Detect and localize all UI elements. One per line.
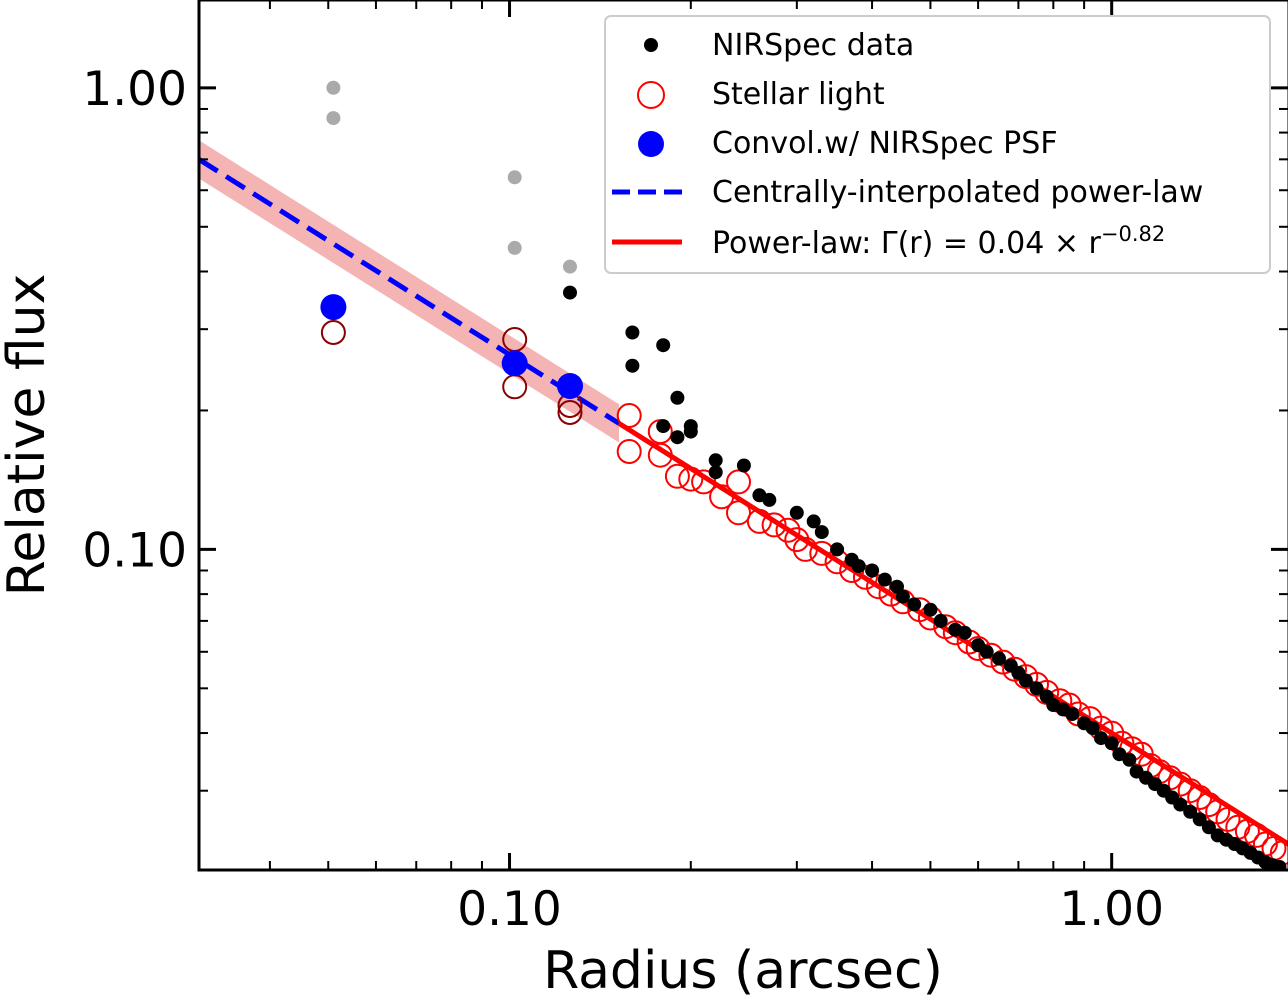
data-point bbox=[814, 525, 829, 540]
legend-label-stellar: Stellar light bbox=[712, 77, 885, 112]
data-point bbox=[865, 563, 880, 578]
data-point bbox=[1094, 731, 1108, 746]
legend-label-powerlaw: Power-law: Γ(r) = 0.04 × r−0.82 bbox=[712, 222, 1165, 261]
stellar-point bbox=[664, 463, 690, 489]
legend-marker-convol bbox=[638, 131, 664, 157]
data-point bbox=[957, 625, 972, 640]
y-axis-title: Relative flux bbox=[0, 274, 57, 597]
data-point bbox=[1104, 736, 1119, 751]
data-point-excluded bbox=[507, 240, 522, 255]
data-point bbox=[923, 602, 938, 617]
data-point bbox=[563, 285, 577, 300]
stellar-point-inner bbox=[502, 374, 528, 400]
data-point bbox=[1173, 797, 1188, 812]
data-point bbox=[1272, 860, 1287, 870]
band-layer bbox=[199, 140, 619, 443]
stellar-point bbox=[761, 512, 787, 538]
plot-frame bbox=[197, 0, 1288, 872]
data-point bbox=[683, 419, 698, 434]
data-point-excluded bbox=[507, 170, 522, 185]
stellar-point bbox=[691, 469, 717, 495]
data-point bbox=[1122, 752, 1137, 767]
data-point bbox=[1085, 721, 1100, 736]
data-point bbox=[933, 613, 948, 628]
data-point bbox=[1029, 681, 1044, 696]
data-point bbox=[806, 514, 821, 529]
uncertainty-band bbox=[199, 140, 619, 443]
stellar-point bbox=[709, 484, 735, 510]
legend-powerlaw-exponent: −0.82 bbox=[1101, 222, 1165, 246]
tick-labels: 0.10 1.00 0.10 1.00 bbox=[82, 62, 1164, 937]
legend-marker-data bbox=[644, 38, 658, 52]
ticks-layer bbox=[199, 0, 1288, 870]
stellar-point bbox=[726, 469, 751, 495]
stellar-point bbox=[1244, 822, 1269, 848]
stellar-point bbox=[1196, 792, 1222, 818]
plot-area bbox=[199, 80, 1288, 870]
stellar-point bbox=[1215, 806, 1241, 832]
data-point bbox=[670, 390, 685, 405]
legend-label-data: NIRSpec data bbox=[712, 28, 914, 63]
legend-box bbox=[604, 15, 1271, 274]
data-point bbox=[762, 492, 777, 507]
data-point bbox=[625, 358, 640, 373]
convolved-point bbox=[320, 294, 347, 321]
stellar-point bbox=[1187, 785, 1213, 810]
legend-marker-stellar bbox=[637, 81, 665, 109]
marker-layer bbox=[320, 80, 1288, 870]
data-point bbox=[656, 419, 671, 434]
y-tick-label: 0.10 bbox=[82, 523, 187, 578]
data-point bbox=[1201, 820, 1216, 835]
stellar-point-inner bbox=[557, 400, 583, 425]
data-point bbox=[895, 589, 910, 604]
data-point bbox=[851, 559, 866, 574]
data-point bbox=[907, 597, 922, 612]
legend: NIRSpec data Stellar light Convol.w/ NIR… bbox=[604, 15, 1271, 274]
stellar-point bbox=[775, 517, 801, 543]
x-tick-label: 0.10 bbox=[457, 882, 562, 937]
data-point bbox=[708, 453, 723, 468]
data-point-excluded bbox=[563, 259, 577, 274]
stellar-point bbox=[726, 500, 751, 526]
data-point-excluded bbox=[326, 80, 341, 95]
data-point bbox=[979, 644, 994, 659]
x-axis-title: Radius (arcsec) bbox=[543, 941, 943, 1001]
data-point bbox=[1065, 707, 1080, 721]
convolved-point bbox=[501, 350, 528, 377]
data-point bbox=[877, 572, 892, 587]
data-point bbox=[789, 505, 804, 520]
data-point bbox=[992, 651, 1006, 666]
stellar-point bbox=[616, 439, 642, 464]
data-point bbox=[1018, 673, 1033, 688]
stellar-point bbox=[616, 403, 642, 428]
stellar-point bbox=[792, 536, 818, 562]
stellar-point-inner bbox=[320, 320, 346, 345]
stellar-point bbox=[678, 466, 704, 492]
stellar-point bbox=[784, 527, 810, 553]
stellar-point bbox=[647, 442, 673, 468]
data-point bbox=[1192, 812, 1207, 827]
legend-label-convol: Convol.w/ NIRSpec PSF bbox=[712, 126, 1058, 161]
legend-label-interp: Centrally-interpolated power-law bbox=[712, 175, 1203, 210]
data-point bbox=[736, 458, 751, 473]
y-tick-label: 1.00 bbox=[82, 62, 187, 117]
convolved-point bbox=[557, 373, 583, 399]
x-tick-label: 1.00 bbox=[1059, 882, 1164, 937]
data-point bbox=[670, 430, 685, 445]
stellar-point bbox=[746, 508, 772, 534]
legend-powerlaw-text: Power-law: Γ(r) = 0.04 × r bbox=[712, 226, 1102, 261]
interpolated-powerlaw-line bbox=[199, 157, 621, 426]
data-point bbox=[1183, 804, 1198, 819]
data-point bbox=[830, 542, 845, 557]
data-point-excluded bbox=[326, 111, 341, 126]
data-point bbox=[656, 338, 671, 353]
data-point bbox=[708, 465, 723, 480]
data-point bbox=[625, 325, 640, 340]
